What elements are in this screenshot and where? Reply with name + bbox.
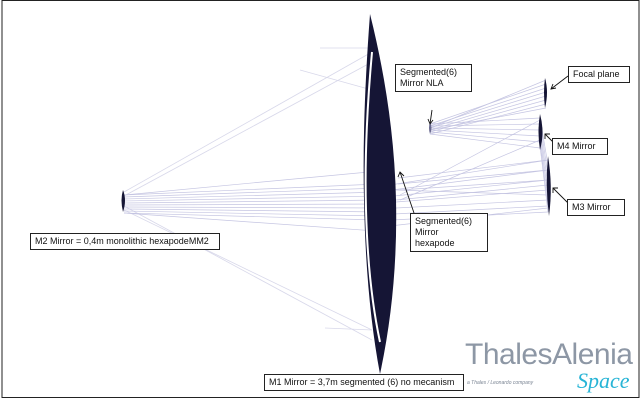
ray-bundle-m2-m1 [123, 169, 391, 233]
segmented-nla-label: Segmented(6) Mirror NLA [395, 64, 472, 92]
m4-mirror-label: M4 Mirror [552, 138, 608, 155]
m1-mirror-text: M1 Mirror = 3,7m segmented (6) no mecani… [269, 377, 455, 387]
ray-bundle-nla-focal [429, 79, 547, 135]
m4-mirror-text: M4 Mirror [557, 141, 596, 151]
segmented-hexapode-label: Segmented(6) Mirror hexapode [410, 213, 488, 252]
thales-alenia-logo-subtitle: a Thales / Leonardo company [467, 380, 534, 386]
nla-mirror [429, 122, 432, 134]
thales-alenia-logo-space: Space [577, 368, 630, 393]
segmented-nla-line-1: Segmented(6) [400, 67, 458, 77]
m3-mirror-label: M3 Mirror [567, 199, 625, 216]
m2-mirror-text: M2 Mirror = 0,4m monolithic hexapodeMM2 [35, 236, 209, 246]
ray-bundle-m1-m3 [389, 159, 549, 227]
focal-plane-text: Focal plane [573, 69, 620, 79]
ray-bundle-m4-nla [399, 117, 541, 201]
m1-mirror-label: M1 Mirror = 3,7m segmented (6) no mecani… [264, 374, 464, 391]
m3-mirror-text: M3 Mirror [572, 202, 611, 212]
m3-mirror [546, 156, 551, 216]
thales-alenia-logo-text: ThalesAlenia [465, 338, 633, 371]
m4-mirror [538, 114, 543, 150]
stray-rays [123, 47, 373, 341]
segmented-hexapode-line-2: Mirror [415, 227, 439, 237]
segmented-hexapode-line-3: hexapode [415, 238, 455, 248]
m1-mirror [363, 14, 397, 374]
segmented-nla-line-2: Mirror NLA [400, 78, 444, 88]
m2-mirror-label: M2 Mirror = 0,4m monolithic hexapodeMM2 [30, 233, 220, 250]
focal-plane-mirror [544, 78, 547, 108]
focal-plane-label: Focal plane [568, 66, 630, 83]
segmented-hexapode-line-1: Segmented(6) [415, 216, 473, 226]
m2-mirror [121, 190, 125, 212]
